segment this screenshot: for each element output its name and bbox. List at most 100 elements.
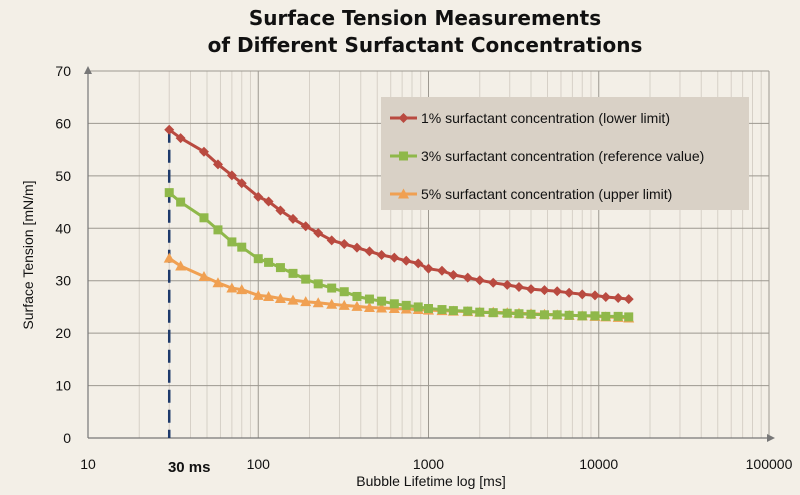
- data-point: [564, 310, 574, 320]
- data-point: [577, 289, 588, 300]
- data-point: [236, 284, 248, 295]
- data-point: [436, 265, 447, 276]
- data-point: [313, 228, 324, 239]
- data-point: [539, 310, 549, 320]
- x-axis-label: Bubble Lifetime log [ms]: [356, 473, 505, 489]
- data-point: [351, 242, 362, 253]
- legend-box: [381, 97, 749, 210]
- legend-entry-1: 1% surfactant concentration (lower limit…: [390, 110, 670, 126]
- annotation-30ms-label: 30 ms: [168, 459, 211, 476]
- x-tick-label: 10: [80, 456, 96, 472]
- data-point: [301, 274, 311, 284]
- axes: [84, 66, 775, 442]
- data-point: [488, 308, 498, 318]
- data-point: [253, 191, 264, 202]
- data-point: [263, 290, 275, 301]
- data-point: [275, 263, 285, 273]
- data-point: [423, 263, 434, 274]
- data-point: [437, 305, 447, 315]
- data-point: [590, 311, 600, 321]
- data-point: [288, 213, 299, 224]
- series-1: [164, 124, 634, 305]
- data-point: [539, 285, 550, 296]
- data-point: [448, 269, 459, 280]
- data-point: [502, 308, 512, 318]
- data-point: [263, 196, 274, 207]
- data-point: [198, 146, 209, 157]
- legend-entry-2: 3% surfactant concentration (reference v…: [390, 148, 704, 164]
- data-point: [577, 311, 587, 321]
- data-point: [401, 300, 411, 310]
- data-point: [424, 304, 433, 314]
- data-point: [163, 252, 175, 263]
- data-point: [552, 310, 562, 320]
- data-point: [389, 299, 399, 309]
- data-point: [326, 298, 338, 309]
- y-tick-label: 30: [55, 273, 71, 289]
- data-point: [513, 282, 524, 293]
- legend-label: 3% surfactant concentration (reference v…: [421, 148, 704, 164]
- data-point: [613, 311, 623, 321]
- x-tick-label: 100000: [746, 456, 793, 472]
- data-point: [212, 159, 223, 170]
- data-point: [448, 306, 458, 316]
- series: [163, 124, 635, 323]
- data-point: [363, 301, 375, 312]
- legend-marker: [399, 151, 408, 161]
- data-point: [227, 237, 237, 247]
- y-tick-label: 20: [55, 325, 71, 341]
- data-point: [589, 290, 600, 301]
- y-axis-label: Surface Tension [mN/m]: [20, 180, 36, 329]
- data-point: [212, 277, 224, 288]
- legend-entry-3: 5% surfactant concentration (upper limit…: [390, 186, 672, 202]
- data-point: [313, 279, 323, 289]
- data-point: [376, 250, 387, 261]
- data-point: [526, 309, 536, 319]
- data-point: [264, 257, 274, 267]
- x-axis-arrow: [767, 434, 775, 442]
- data-point: [312, 297, 324, 308]
- chart-title-line-2: of Different Surfactant Concentrations: [208, 33, 643, 57]
- legend-marker: [398, 113, 409, 123]
- data-point: [198, 271, 210, 282]
- data-point: [601, 311, 611, 321]
- data-point: [253, 254, 263, 264]
- data-point: [236, 178, 247, 189]
- data-point: [463, 306, 473, 316]
- data-point: [199, 213, 209, 223]
- data-point: [164, 188, 174, 198]
- data-point: [502, 279, 513, 290]
- data-point: [413, 258, 424, 269]
- x-tick-label: 1000: [413, 456, 444, 472]
- x-tick-label: 100: [247, 456, 271, 472]
- data-point: [474, 275, 485, 286]
- y-tick-label: 0: [63, 430, 71, 446]
- series-3-line: [168, 256, 629, 320]
- data-point: [564, 287, 575, 298]
- x-tick-label: 10000: [579, 456, 618, 472]
- data-point: [514, 309, 524, 319]
- data-point: [326, 235, 337, 246]
- series-3: [163, 252, 635, 323]
- legend: 1% surfactant concentration (lower limit…: [381, 97, 749, 210]
- data-point: [164, 124, 175, 135]
- data-point: [300, 296, 312, 307]
- data-point: [488, 277, 499, 288]
- data-point: [338, 299, 350, 310]
- data-point: [401, 255, 412, 266]
- legend-label: 5% surfactant concentration (upper limit…: [421, 186, 672, 202]
- data-point: [213, 225, 223, 235]
- data-point: [176, 197, 186, 207]
- y-tick-label: 50: [55, 168, 71, 184]
- data-point: [623, 294, 634, 305]
- data-point: [600, 291, 611, 302]
- y-tick-label: 40: [55, 220, 71, 236]
- data-point: [226, 170, 237, 181]
- data-point: [475, 307, 485, 317]
- data-point: [351, 300, 363, 311]
- data-point: [364, 246, 375, 257]
- data-point: [389, 252, 400, 263]
- data-point: [226, 282, 238, 293]
- data-point: [300, 221, 311, 232]
